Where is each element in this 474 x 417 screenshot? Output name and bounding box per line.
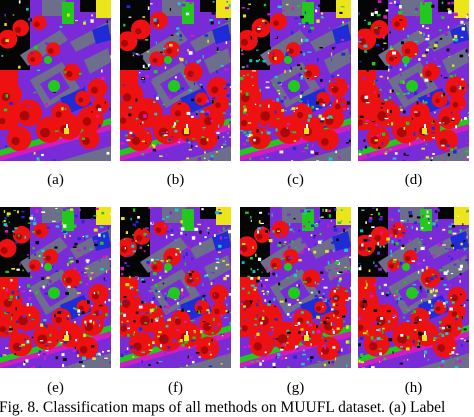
classification-map-svg <box>240 207 351 368</box>
classification-map-svg <box>0 207 111 368</box>
classification-map-b <box>120 0 231 161</box>
panel-label-d: (d) <box>358 172 469 188</box>
figure-caption: Fig. 8. Classification maps of all metho… <box>0 399 474 417</box>
panel-label-h: (h) <box>358 380 469 396</box>
classification-map-d <box>358 0 469 161</box>
classification-map-svg <box>120 207 231 368</box>
panel-label-c: (c) <box>240 172 351 188</box>
panel-label-a: (a) <box>0 172 111 188</box>
classification-map-g <box>240 207 351 368</box>
panel-label-e: (e) <box>0 380 111 396</box>
classification-map-svg <box>120 0 231 161</box>
panel-label-b: (b) <box>120 172 231 188</box>
panel-label-g: (g) <box>240 380 351 396</box>
panel-label-f: (f) <box>120 380 231 396</box>
classification-map-f <box>120 207 231 368</box>
classification-map-a <box>0 0 111 161</box>
classification-map-svg <box>240 0 351 161</box>
classification-map-c <box>240 0 351 161</box>
classification-map-svg <box>358 0 469 161</box>
classification-map-h <box>358 207 469 368</box>
classification-map-e <box>0 207 111 368</box>
classification-map-svg <box>358 207 469 368</box>
classification-map-svg <box>0 0 111 161</box>
